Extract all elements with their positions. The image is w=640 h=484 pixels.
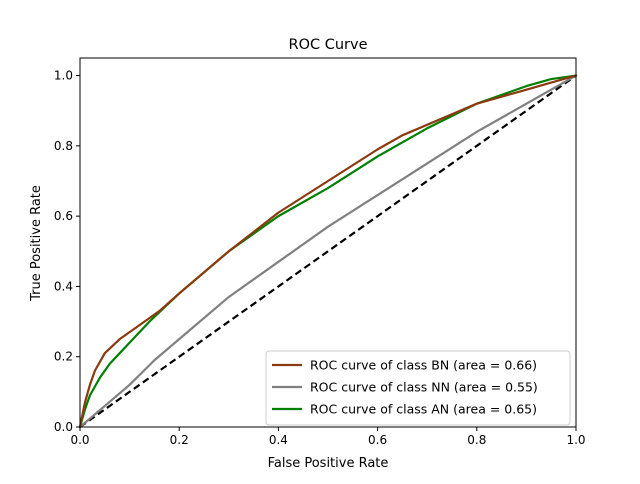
legend-label-2: ROC curve of class AN (area = 0.65) bbox=[310, 402, 537, 417]
plot-content bbox=[78, 74, 578, 429]
x-tick-label-2: 0.4 bbox=[269, 433, 288, 447]
chart-title: ROC Curve bbox=[289, 37, 368, 53]
y-tick-label-4: 0.8 bbox=[54, 139, 73, 153]
legend-box bbox=[265, 350, 571, 426]
y-tick-label-5: 1.0 bbox=[54, 69, 73, 83]
reference-diagonal-line bbox=[79, 74, 577, 428]
x-tick-label-4: 0.8 bbox=[467, 433, 486, 447]
x-axis-label: False Positive Rate bbox=[268, 456, 389, 471]
legend-label-1: ROC curve of class NN (area = 0.55) bbox=[310, 380, 538, 395]
series-line-1 bbox=[78, 74, 578, 429]
y-tick-label-0: 0.0 bbox=[54, 420, 73, 434]
plot-frame bbox=[79, 57, 577, 428]
x-tick-label-1: 0.2 bbox=[170, 433, 189, 447]
y-tick-label-1: 0.2 bbox=[54, 350, 73, 364]
x-tick-label-3: 0.6 bbox=[368, 433, 387, 447]
x-tick-label-5: 1.0 bbox=[566, 433, 585, 447]
series-line-0 bbox=[78, 74, 578, 429]
y-axis-label: True Positive Rate bbox=[29, 185, 44, 302]
x-tick-label-0: 0.0 bbox=[70, 433, 89, 447]
legend-label-0: ROC curve of class BN (area = 0.66) bbox=[310, 358, 537, 373]
legend: ROC curve of class BN (area = 0.66) ROC c… bbox=[265, 350, 571, 426]
y-tick-label-3: 0.6 bbox=[54, 209, 73, 223]
axes: 0.0 0.2 0.4 0.6 0.8 1.0 0.0 0.2 0.4 0.6 0.8 1.0 bbox=[54, 57, 586, 447]
y-tick-label-2: 0.4 bbox=[54, 279, 73, 293]
